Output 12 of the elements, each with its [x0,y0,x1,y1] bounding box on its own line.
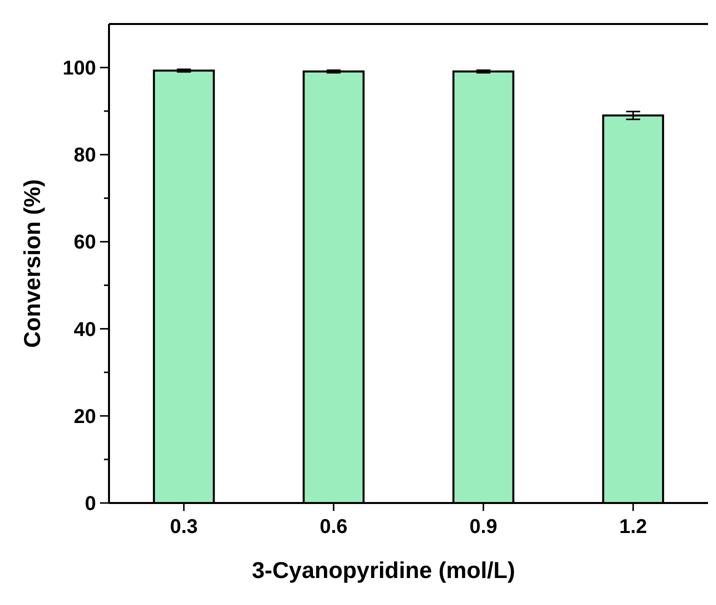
x-tick-label: 0.3 [170,516,198,538]
y-tick-label: 100 [62,58,96,80]
y-tick-label: 80 [74,144,96,167]
y-tick-label: 0 [84,493,96,515]
x-tick-label: 0.6 [320,516,348,538]
x-tick-label: 0.9 [469,516,498,538]
y-tick-label: 40 [74,318,96,341]
y-axis-title: Conversion (%) [19,179,45,348]
y-tick-label: 20 [74,406,96,428]
y-tick-label: 60 [74,232,96,254]
x-axis-title: 3-Cyanopyridine (mol/L) [252,557,516,583]
x-tick-label: 1.2 [619,516,648,538]
